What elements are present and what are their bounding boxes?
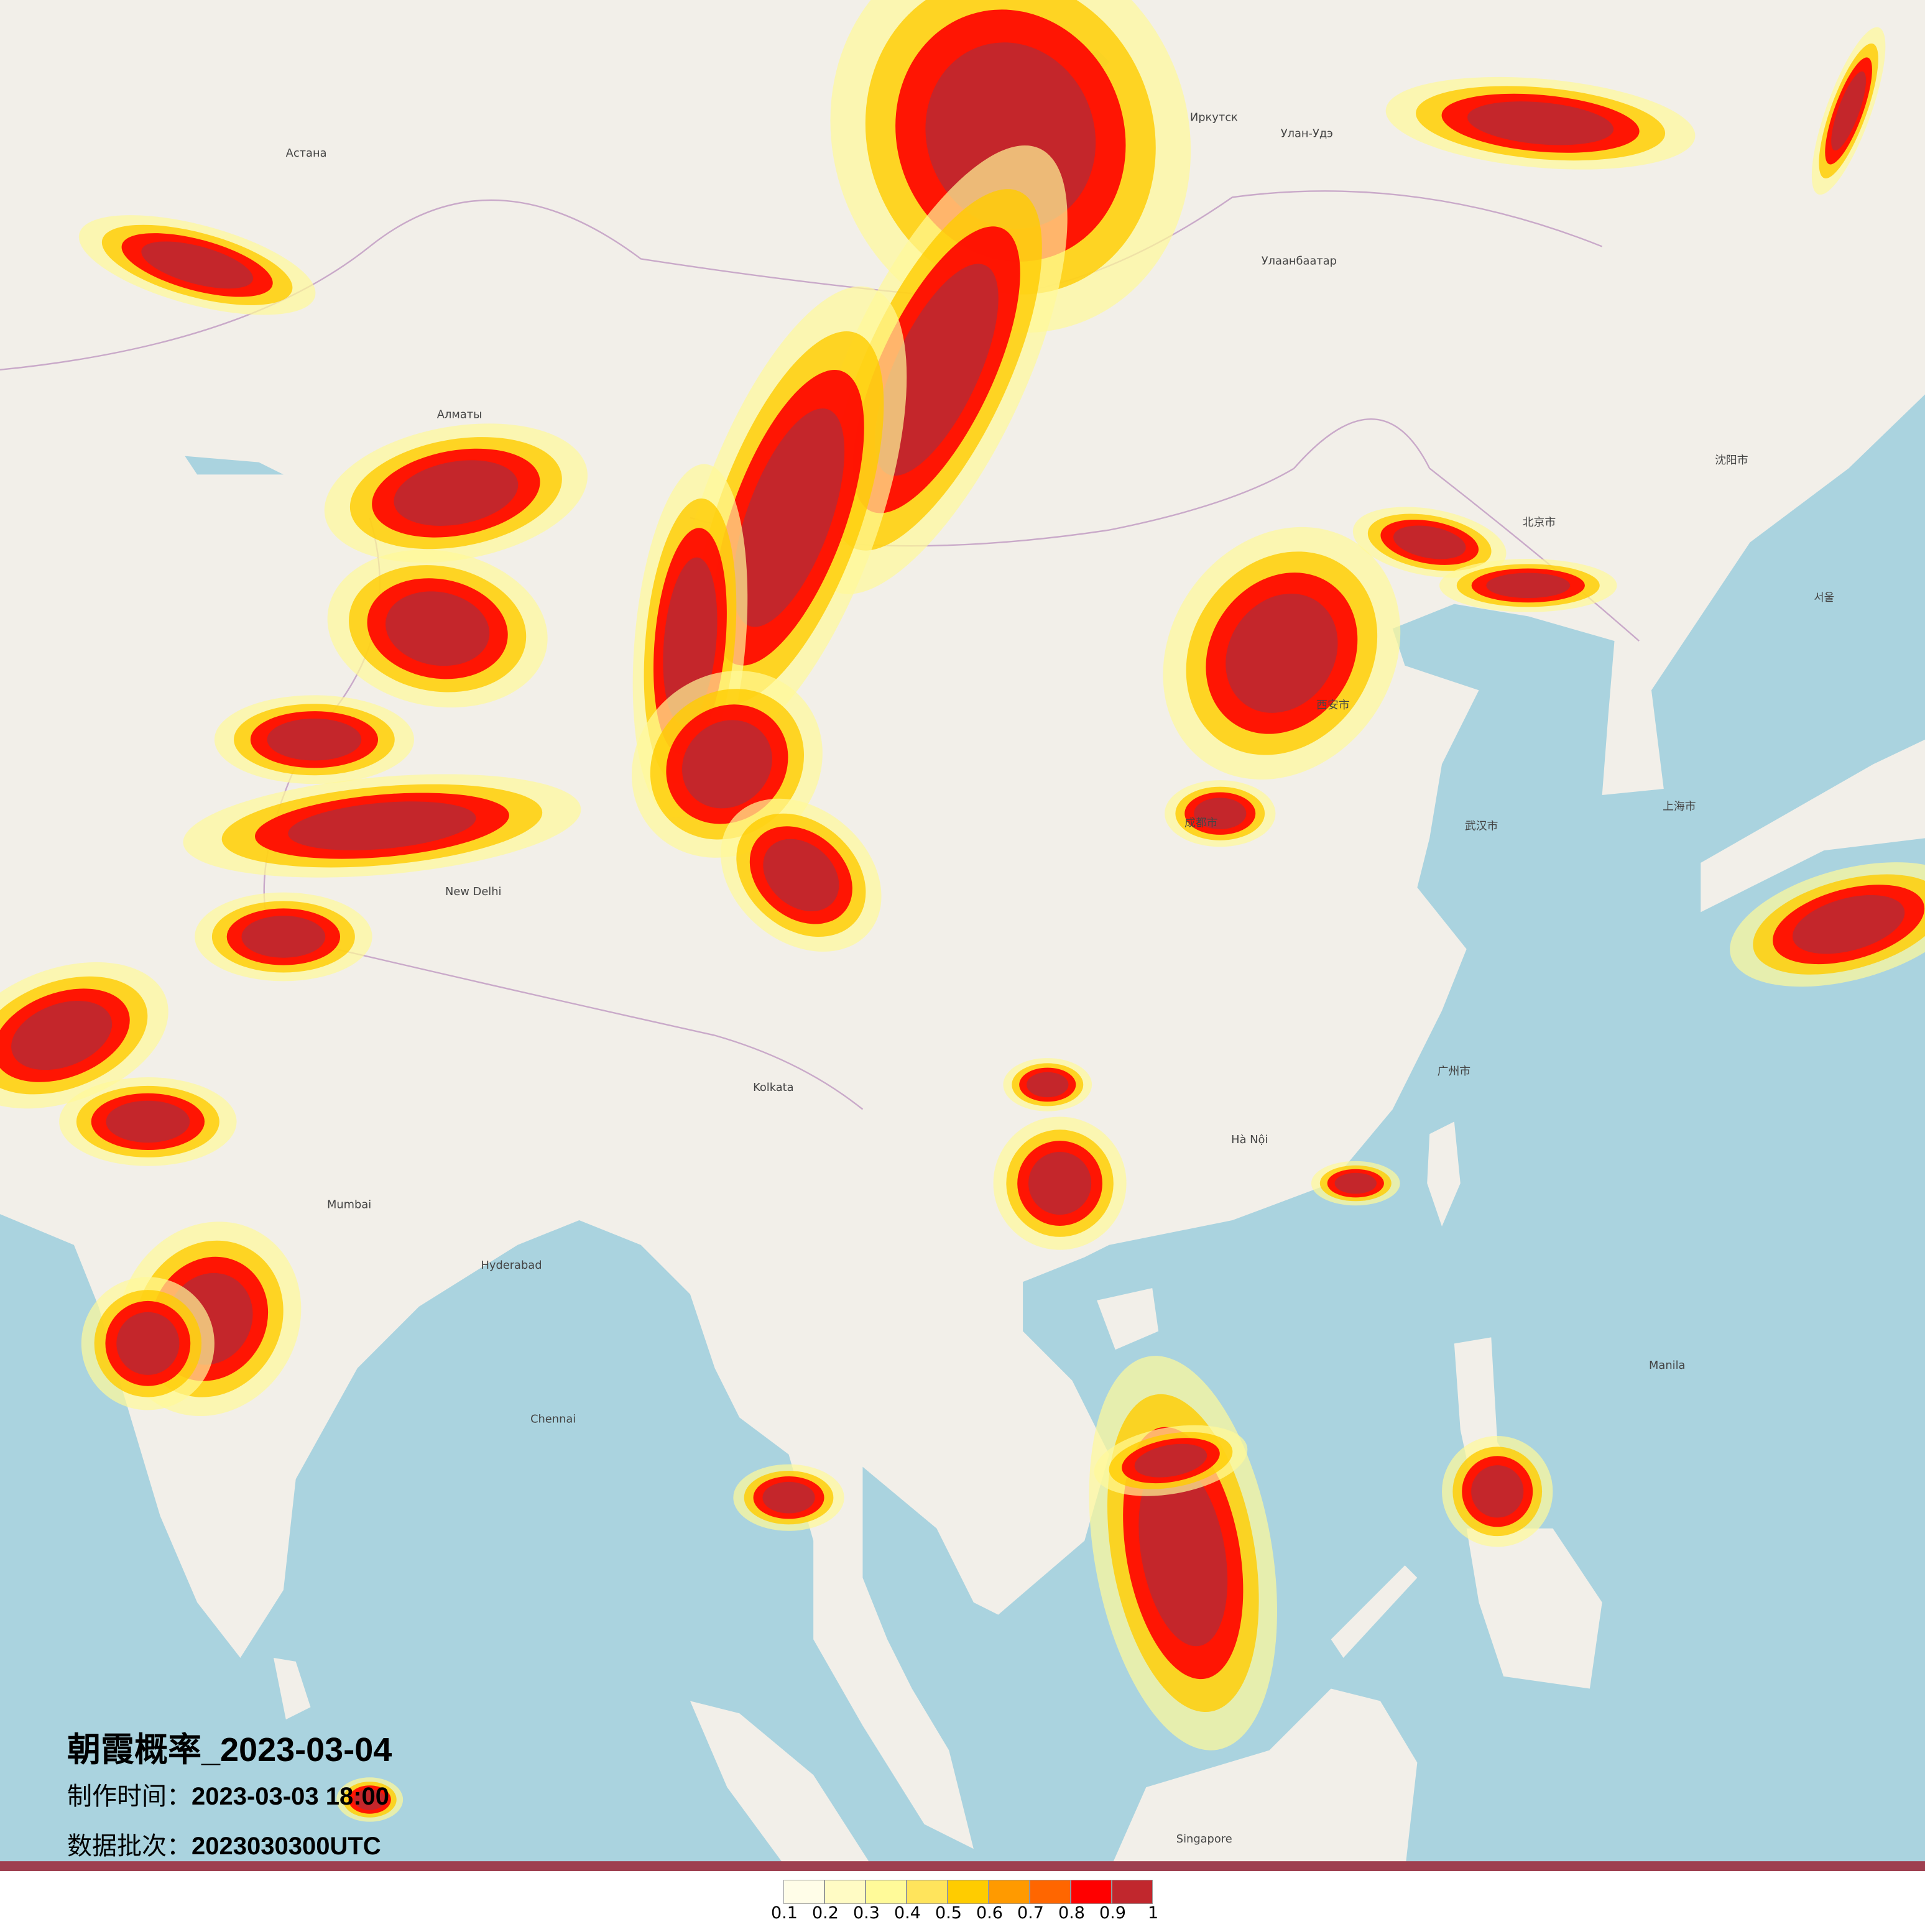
lake-balkhash [185,456,284,475]
place-label: New Delhi [445,885,501,898]
probability-area [241,916,326,958]
probability-area [106,1100,190,1143]
probability-area [116,1312,180,1375]
probability-area [1393,525,1466,559]
place-label: Алматы [437,408,482,421]
map-title: 朝霞概率_2023-03-04 [67,1731,392,1769]
place-label: 北京市 [1523,516,1556,529]
place-label: 广州市 [1438,1065,1470,1078]
probability-area [762,1481,815,1514]
japan [1701,739,1925,913]
probability-area [732,408,845,627]
borneo [1109,1688,1418,1871]
probability-area [875,264,999,476]
place-label: Manila [1649,1359,1685,1372]
probability-area [1226,594,1338,713]
legend-label: 0.7 [1017,1903,1044,1923]
place-label: Hyderabad [481,1259,542,1272]
probability-area [385,591,490,666]
probability-area [1194,798,1247,829]
place-label: Иркутск [1190,111,1238,124]
probability-area [1792,895,1905,954]
probability-area [1134,1443,1207,1478]
probability-area [1467,101,1614,145]
probability-area [681,720,772,809]
legend-swatch [866,1880,907,1904]
legend-label: 0.2 [812,1903,839,1923]
legend-swatch [1071,1880,1112,1904]
sri-lanka [274,1657,311,1720]
probability-area [1027,1072,1069,1098]
legend-label: 0.3 [853,1903,880,1923]
place-label: Singapore [1176,1833,1232,1846]
place-label: Улан-Удэ [1281,127,1333,140]
probability-area [141,241,253,289]
palawan [1331,1565,1418,1658]
place-label: 沈阳市 [1715,454,1748,467]
legend-label: 0.1 [771,1903,798,1923]
legend-swatch [948,1880,989,1904]
place-label: Астана [286,147,327,160]
legend-swatch [783,1880,824,1904]
batch-value: 2023030300UTC [192,1833,381,1860]
place-label: Hà Nội [1231,1133,1268,1146]
title-block: 朝霞概率_2023-03-04 制作时间：2023-03-03 18:00 数据… [67,1728,392,1871]
sumatra [690,1701,875,1871]
legend-label: 0.9 [1099,1903,1126,1923]
bottom-strip [0,1861,1925,1871]
legend-swatch [989,1880,1030,1904]
probability-area [1138,1460,1228,1647]
probability-area [1471,1465,1524,1518]
legend-label: 0.6 [976,1903,1003,1923]
legend-label: 0.5 [935,1903,962,1923]
place-label: Kolkata [753,1081,794,1094]
taiwan [1427,1121,1461,1226]
probability-area [354,1789,385,1810]
probability-area [1831,71,1867,151]
legend-swatch [907,1880,948,1904]
made-time-value: 2023-03-03 18:00 [192,1783,390,1810]
made-time-label: 制作时间： [67,1783,192,1810]
probability-area [763,839,839,911]
probability-area [1334,1172,1377,1194]
visayas-mindanao [1466,1528,1602,1689]
place-label: 上海市 [1663,800,1696,813]
place-label: Улаанбаатар [1262,255,1337,268]
probability-area [11,1001,113,1070]
probability-area [267,719,362,761]
place-label: 成都市 [1184,816,1217,829]
legend-label: 0.8 [1058,1903,1085,1923]
color-legend [783,1880,1153,1904]
batch-label: 数据批次： [67,1833,192,1860]
legend-label: 1 [1148,1903,1159,1923]
place-labels: ИркутскУлан-УдэУлаанбаатарХабаровскАстан… [286,111,1834,1871]
legend-swatch [1030,1880,1071,1904]
probability-area [1028,1151,1092,1215]
legend-swatch [824,1880,866,1904]
probability-overlay [0,0,1925,1822]
hainan [1097,1288,1159,1350]
place-label: Chennai [530,1412,576,1425]
probability-map: ИркутскУлан-УдэУлаанбаатарХабаровскАстан… [0,0,1925,1871]
probability-area [288,801,476,850]
place-label: 서울 [1814,591,1834,604]
legend-swatch [1112,1880,1153,1904]
probability-area [1486,573,1571,599]
probability-area [394,460,519,526]
legend-label: 0.4 [894,1903,921,1923]
legend-labels: 0.1 0.2 0.3 0.4 0.5 0.6 0.7 0.8 0.9 1 [771,1903,1169,1928]
place-label: 武汉市 [1465,820,1498,833]
place-label: Mumbai [327,1198,371,1211]
place-label: 西安市 [1316,699,1349,712]
